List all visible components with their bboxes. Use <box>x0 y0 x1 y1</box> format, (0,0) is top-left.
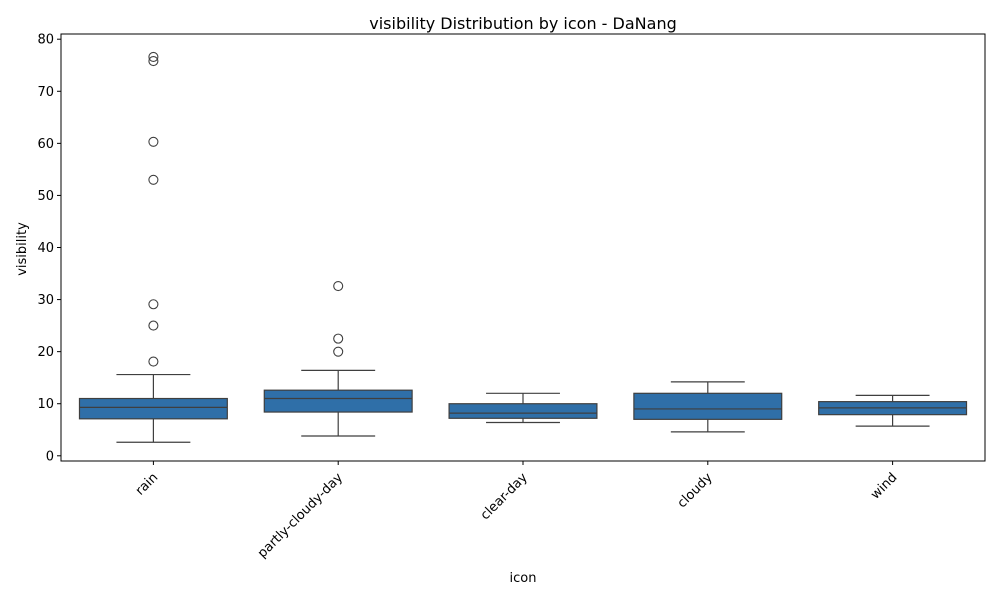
x-tick-label: rain <box>133 470 161 498</box>
outlier-point <box>148 51 159 62</box>
x-tick-label: clear-day <box>478 470 531 523</box>
y-tick-label: 30 <box>37 293 54 308</box>
y-tick-label: 70 <box>37 85 54 100</box>
y-tick-label: 20 <box>37 345 54 360</box>
x-axis-label: icon <box>510 571 537 586</box>
x-tick-label: cloudy <box>675 470 716 511</box>
outlier-point <box>148 174 159 185</box>
y-tick-label: 10 <box>37 397 54 412</box>
plot-area: 0 10 20 30 40 50 60 70 80 rain partly-cloudy-day cl… <box>37 33 986 561</box>
box-rain <box>78 397 228 420</box>
outlier-point <box>333 280 344 292</box>
y-tick-label: 60 <box>37 137 54 152</box>
y-tick-label: 40 <box>37 241 54 256</box>
y-axis-label: visibility <box>15 222 30 276</box>
y-tick-label: 80 <box>37 33 54 48</box>
outlier-point <box>148 136 159 147</box>
chart-title: visibility Distribution by icon - DaNang <box>369 14 676 33</box>
outlier-point <box>148 320 159 331</box>
outlier-point <box>333 346 344 357</box>
x-tick-label: partly-cloudy-day <box>255 470 346 561</box>
box-partly-cloudy-day <box>263 389 413 413</box>
y-tick-label: 50 <box>37 189 54 204</box>
outlier-point <box>148 356 159 367</box>
outlier-point <box>333 333 344 344</box>
outlier-point <box>148 299 159 310</box>
x-tick-label: wind <box>868 470 900 502</box>
outlier-point <box>148 56 159 67</box>
y-tick-label: 0 <box>46 449 54 464</box>
box-cloudy <box>633 392 783 420</box>
box-clear-day <box>448 403 598 419</box>
